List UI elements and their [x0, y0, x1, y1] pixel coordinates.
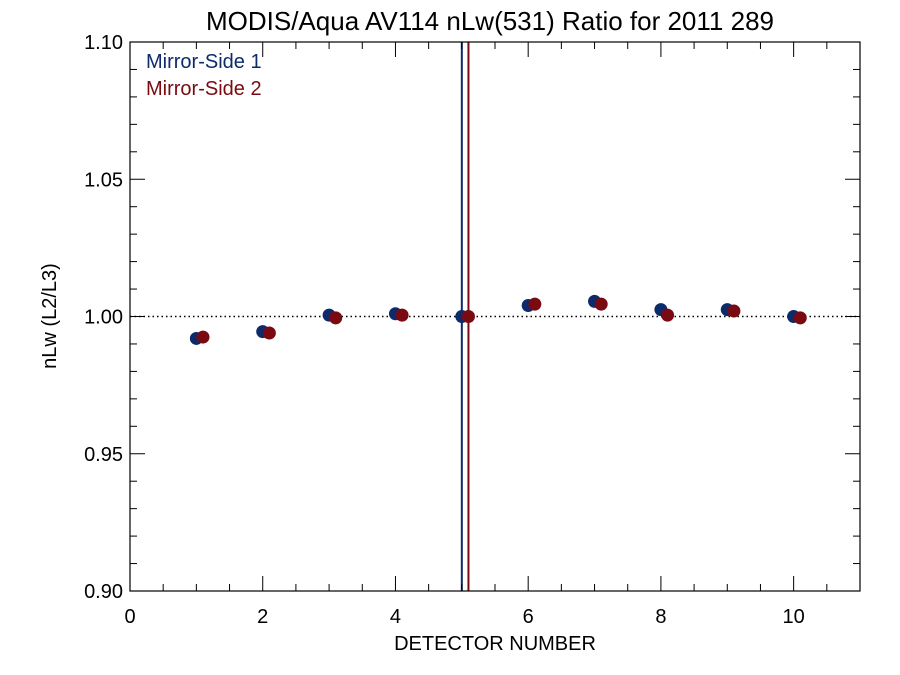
data-point-series2 — [661, 308, 675, 322]
x-tick-label: 10 — [783, 606, 805, 628]
y-tick-label: 1.05 — [84, 169, 123, 191]
y-tick-label: 1.10 — [84, 32, 123, 54]
axis-tick-labels: 0 2 4 6 8 10 0.90 0.95 1.00 1.05 1.10 — [84, 32, 805, 628]
data-point-series2 — [528, 297, 542, 311]
data-point-series2 — [329, 311, 343, 325]
legend: Mirror-Side 1 Mirror-Side 2 — [146, 51, 262, 100]
y-tick-label: 0.90 — [84, 581, 123, 603]
y-tick-label: 1.00 — [84, 307, 123, 329]
y-axis-label: nLw (L2/L3) — [39, 263, 61, 369]
x-tick-label: 0 — [124, 606, 135, 628]
data-point-series2 — [395, 308, 409, 322]
x-tick-label: 8 — [655, 606, 666, 628]
axis-ticks — [129, 41, 861, 592]
legend-entry-series2: Mirror-Side 2 — [146, 78, 262, 100]
x-tick-label: 4 — [390, 606, 401, 628]
plot-area — [130, 42, 860, 591]
chart-title: MODIS/Aqua AV114 nLw(531) Ratio for 2011… — [206, 6, 774, 36]
data-point-series2 — [461, 310, 475, 323]
data-point-series2 — [793, 311, 807, 325]
data-point-series2 — [727, 304, 741, 318]
y-tick-label: 0.95 — [84, 444, 123, 466]
data-point-series2 — [262, 326, 276, 340]
data-point-series2 — [594, 297, 608, 311]
legend-entry-series1: Mirror-Side 1 — [146, 51, 262, 73]
x-tick-label: 6 — [523, 606, 534, 628]
x-tick-label: 2 — [257, 606, 268, 628]
data-point-series2 — [196, 330, 210, 344]
x-axis-label: DETECTOR NUMBER — [394, 633, 596, 655]
